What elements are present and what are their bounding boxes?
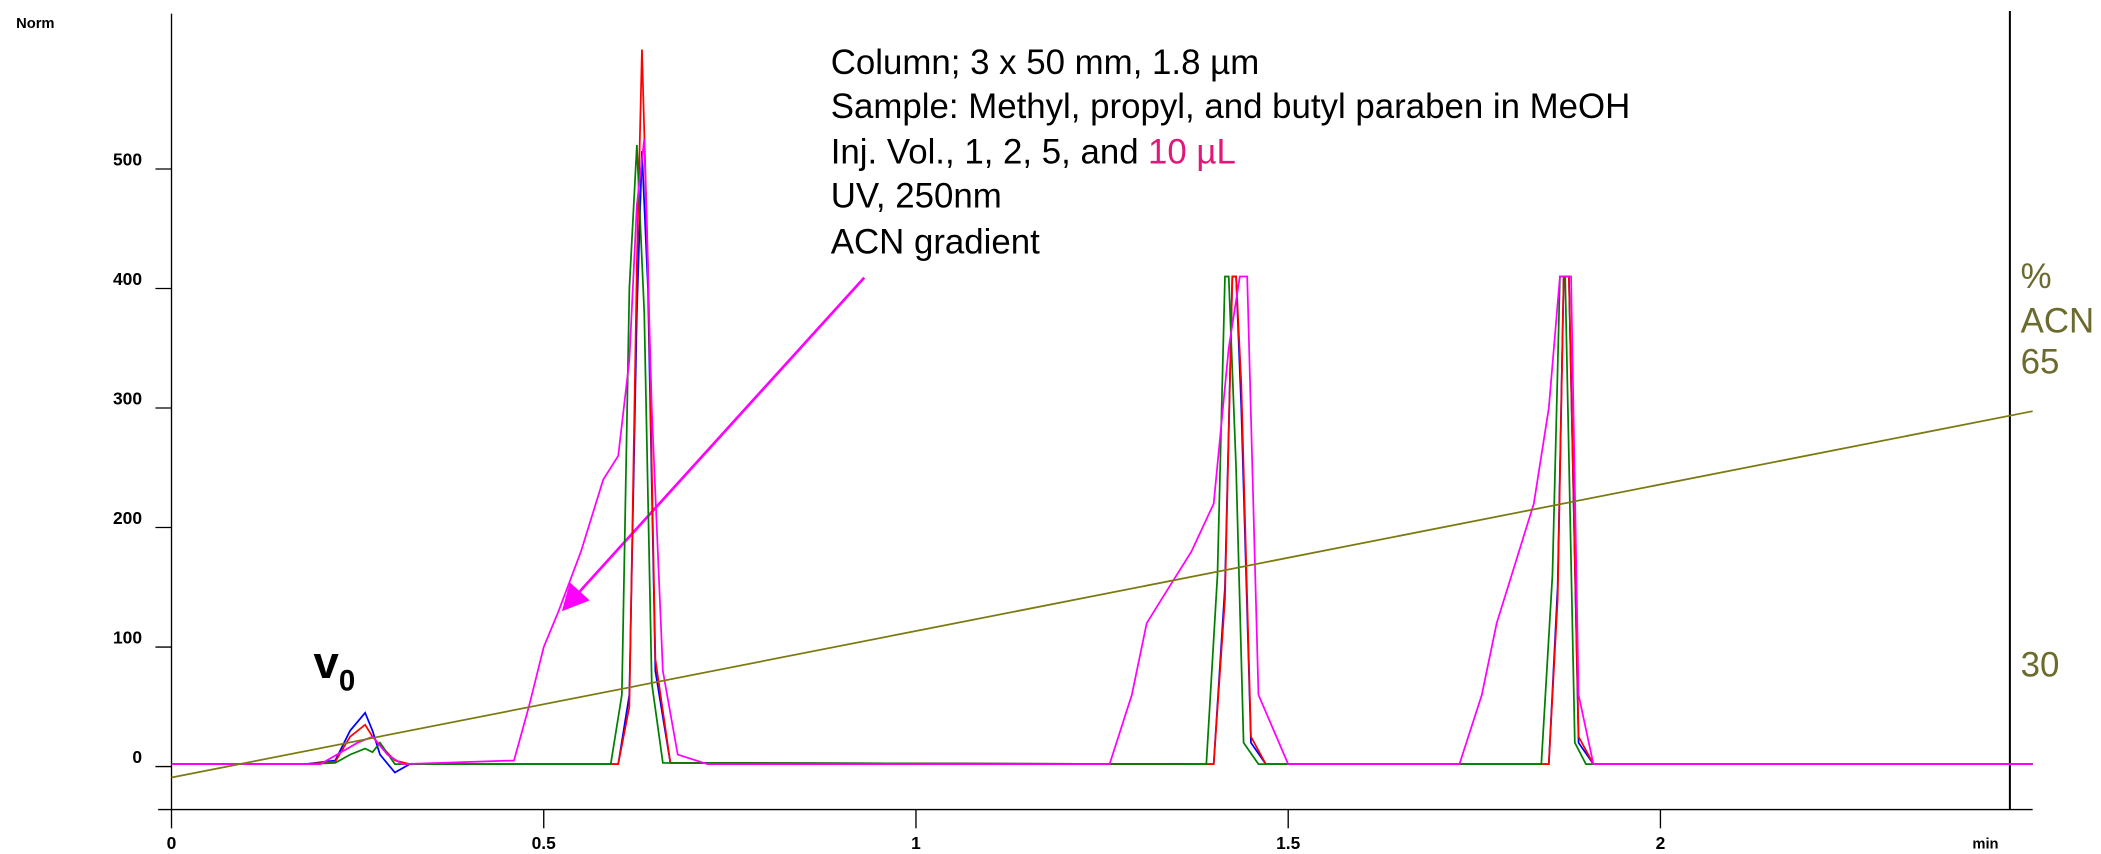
y2-tick-label: 65 — [2021, 343, 2060, 382]
series-line — [171, 145, 2033, 765]
series-line — [171, 138, 2033, 766]
y-tick-label: 300 — [113, 389, 142, 409]
series-line — [171, 49, 2033, 765]
y-tick-label: 500 — [113, 150, 142, 170]
v0-text: v — [314, 637, 340, 688]
x-tick-label: 2 — [1656, 833, 1666, 853]
series-line — [171, 151, 2033, 774]
x-tick-label: 0.5 — [532, 833, 557, 853]
series-line — [171, 410, 2033, 779]
annotation-line: UV, 250nm — [831, 177, 1002, 216]
arrow — [561, 276, 866, 612]
y-tick-label: 0 — [132, 747, 142, 767]
annotation-highlight: 10 µL — [1148, 133, 1236, 172]
y2-label: % — [2021, 257, 2052, 296]
annotation-line: ACN gradient — [831, 222, 1040, 261]
x-tick-label: 0 — [167, 833, 177, 853]
x-axis-label: min — [1972, 836, 1998, 852]
x-tick-label: 1 — [911, 833, 921, 853]
y-tick-label: 400 — [113, 269, 142, 289]
y-tick-label: 200 — [113, 508, 142, 528]
annotation-line: Sample: Methyl, propyl, and butyl parabe… — [831, 87, 1631, 126]
annotation: Column; 3 x 50 mm, 1.8 µm Sample: Methyl… — [831, 43, 1631, 262]
y-tick-label: 100 — [113, 628, 142, 648]
annotation-line: Inj. Vol., 1, 2, 5, and 10 µL — [831, 133, 1236, 172]
y2-label: ACN — [2021, 301, 2095, 340]
y-axis-label: Norm — [16, 16, 54, 32]
x-tick-label: 1.5 — [1276, 833, 1301, 853]
v0-sub: 0 — [339, 664, 355, 697]
annotation-text: Inj. Vol., 1, 2, 5, and — [831, 133, 1139, 172]
y2-tick-label: 30 — [2021, 646, 2060, 685]
annotation-line: Column; 3 x 50 mm, 1.8 µm — [831, 43, 1259, 82]
v0-label: v0 — [314, 637, 356, 697]
